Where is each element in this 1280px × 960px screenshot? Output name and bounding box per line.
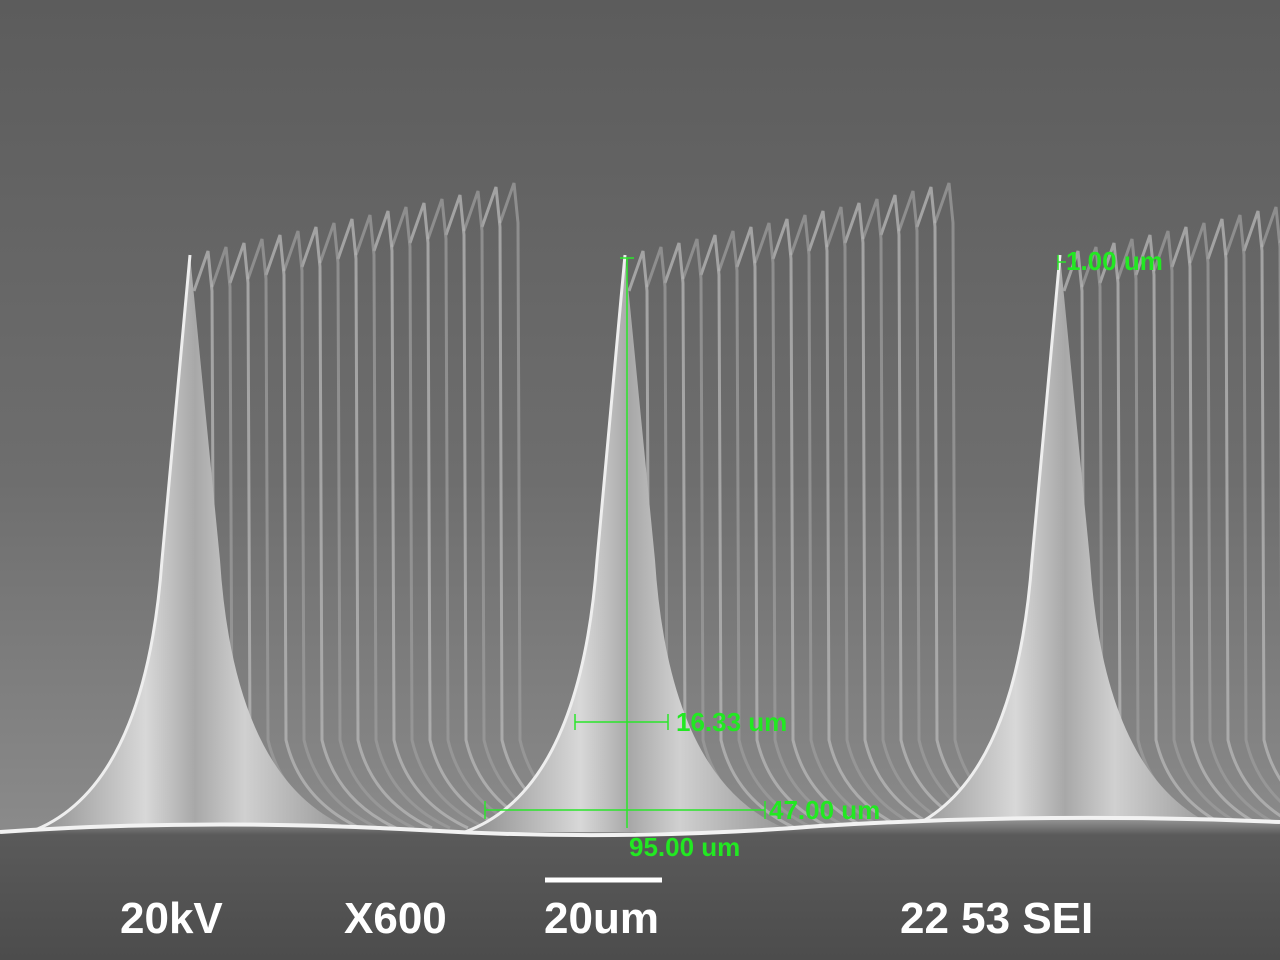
striation (735, 226, 832, 830)
base (0, 817, 1280, 960)
measure-label: 1.00 um (1066, 246, 1163, 276)
magnification: X600 (344, 894, 447, 943)
ridges (29, 182, 1280, 834)
measure-label: 16.33 um (676, 707, 787, 737)
striation (699, 234, 796, 830)
striation (336, 218, 433, 830)
striation (1206, 218, 1280, 818)
peak (465, 255, 795, 832)
scale-label: 20um (544, 894, 659, 943)
striation (753, 222, 850, 830)
striation (390, 206, 487, 830)
peak (30, 255, 360, 832)
striation (843, 202, 940, 830)
voltage: 20kV (120, 894, 223, 943)
striation (318, 222, 415, 830)
striation (282, 230, 379, 830)
striation (1170, 226, 1267, 830)
striation (354, 214, 451, 830)
striation (300, 226, 397, 830)
striation (372, 210, 469, 830)
measure-label: 47.00 um (769, 795, 880, 825)
striation (264, 234, 361, 830)
base-edge (0, 815, 1280, 838)
striation (825, 206, 922, 830)
peak-edge (29, 254, 192, 834)
striation (771, 218, 868, 830)
peak-edge (899, 254, 1062, 834)
striation (1242, 210, 1280, 782)
striation (807, 210, 904, 830)
measure-lines (484, 255, 1066, 828)
striation (789, 214, 886, 830)
striation (1188, 222, 1280, 828)
peak-edge (464, 254, 627, 834)
striation (408, 202, 505, 830)
measure-label: 95.00 um (629, 832, 740, 862)
image-id: 22 53 SEI (900, 894, 1093, 943)
striation (717, 230, 814, 830)
peak (900, 255, 1230, 832)
striation (1224, 214, 1280, 804)
